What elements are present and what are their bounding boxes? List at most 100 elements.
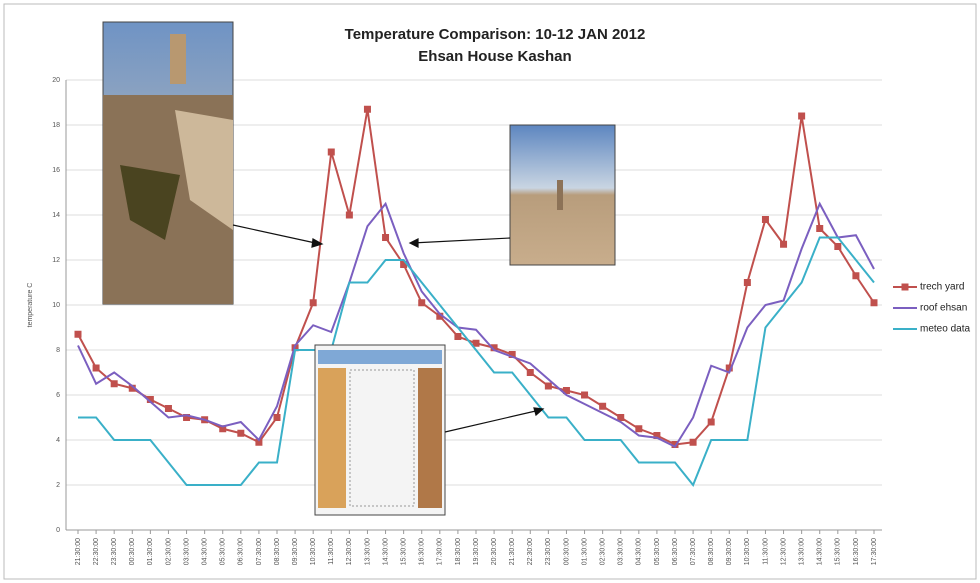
x-tick-label: 07:30:00 (690, 538, 697, 565)
series-line (78, 236, 875, 487)
y-tick-label: 20 (52, 77, 60, 84)
point-marker (599, 402, 607, 410)
x-tick-label: 09:30:00 (726, 538, 733, 565)
x-tick-label: 21:30:00 (509, 538, 516, 565)
x-tick-label: 06:30:00 (672, 538, 679, 565)
photo-detail (349, 369, 415, 507)
point-marker (526, 369, 534, 376)
x-tick-label: 23:30:00 (545, 538, 552, 565)
x-tick-label: 23:30:00 (111, 538, 118, 565)
x-tick-label: 17:30:00 (871, 538, 878, 565)
point-marker (110, 380, 118, 388)
point-marker (255, 438, 263, 446)
y-tick-label: 2 (56, 482, 60, 489)
photo-detail (418, 368, 442, 508)
arrow-head (533, 407, 545, 417)
x-tick-label: 10:30:00 (744, 538, 751, 565)
point-marker (617, 414, 625, 421)
x-tick-label: 13:30:00 (798, 538, 805, 565)
point-marker (870, 299, 878, 307)
x-tick-label: 22:30:00 (93, 538, 100, 565)
y-tick-label: 14 (52, 212, 60, 219)
x-tick-label: 15:30:00 (835, 538, 842, 565)
point-marker (146, 396, 154, 403)
point-marker (562, 387, 570, 394)
photo-detail (175, 110, 233, 230)
x-tick-label: 12:30:00 (346, 538, 353, 565)
x-tick-label: 19:30:00 (473, 538, 480, 565)
point-marker (183, 414, 191, 421)
point-marker (128, 384, 136, 392)
arrow (232, 224, 321, 245)
photo-detail (170, 34, 186, 84)
x-tick-label: 09:30:00 (292, 538, 299, 565)
point-marker (707, 418, 715, 426)
y-axis-label: temperature C (27, 283, 34, 328)
point-marker (382, 234, 390, 241)
x-tick-label: 20:30:00 (491, 538, 498, 565)
photo-detail (318, 350, 442, 364)
x-tick-label: 16:30:00 (419, 538, 426, 565)
x-tick-label: 11:30:00 (328, 538, 335, 565)
y-tick-label: 4 (56, 437, 60, 444)
point-marker (780, 240, 788, 248)
y-tick-label: 16 (52, 167, 60, 174)
chart-title: Temperature Comparison: 10-12 JAN 2012 (345, 26, 646, 43)
legend-label: trech yard (920, 282, 964, 293)
x-tick-label: 14:30:00 (382, 538, 389, 565)
point-marker (852, 272, 860, 280)
point-marker (164, 405, 172, 412)
x-tick-label: 13:30:00 (364, 538, 371, 565)
y-tick-label: 12 (52, 257, 60, 264)
photo-detail (120, 165, 180, 240)
x-tick-label: 10:30:00 (310, 538, 317, 565)
point-marker (544, 382, 552, 390)
photo-detail (318, 368, 346, 508)
legend-label: meteo data (920, 324, 970, 335)
photos (102, 21, 616, 516)
point-marker (761, 216, 769, 223)
x-tick-label: 17:30:00 (437, 538, 444, 565)
point-marker (508, 351, 516, 358)
point-marker (219, 425, 227, 433)
chart-border (3, 3, 977, 580)
arrow (444, 409, 541, 433)
x-tick-label: 02:30:00 (599, 538, 606, 565)
y-tick-label: 8 (56, 347, 60, 354)
y-tick-label: 0 (56, 527, 60, 534)
x-tick-label: 02:30:00 (165, 538, 172, 565)
legend-marker (901, 283, 909, 291)
point-marker (345, 211, 353, 219)
arrow-head (408, 238, 419, 248)
point-marker (834, 243, 842, 250)
y-tick-label: 18 (52, 122, 60, 129)
point-marker (237, 429, 245, 437)
point-marker (725, 364, 733, 372)
point-marker (798, 112, 806, 120)
x-tick-label: 05:30:00 (654, 538, 661, 565)
arrow-head (311, 238, 324, 248)
x-tick-label: 21:30:00 (75, 538, 82, 565)
point-marker (671, 441, 679, 448)
x-tick-label: 08:30:00 (274, 538, 281, 565)
x-tick-label: 07:30:00 (256, 538, 263, 565)
point-marker (635, 425, 643, 433)
point-marker (273, 414, 281, 421)
y-tick-label: 10 (52, 302, 60, 309)
point-marker (309, 299, 317, 307)
x-tick-label: 14:30:00 (817, 538, 824, 565)
series-line (77, 201, 875, 449)
y-tick-label: 6 (56, 392, 60, 399)
point-marker (363, 105, 371, 113)
point-marker (816, 225, 824, 232)
point-marker (472, 339, 480, 347)
x-tick-label: 16:30:00 (853, 538, 860, 565)
photo-detail (557, 180, 563, 210)
arrows (232, 224, 545, 433)
x-tick-label: 22:30:00 (527, 538, 534, 565)
legend-label: roof ehsan (920, 303, 967, 314)
x-tick-label: 05:30:00 (220, 538, 227, 565)
x-tick-label: 01:30:00 (147, 538, 154, 565)
x-tick-label: 01:30:00 (581, 538, 588, 565)
x-tick-label: 12:30:00 (780, 538, 787, 565)
